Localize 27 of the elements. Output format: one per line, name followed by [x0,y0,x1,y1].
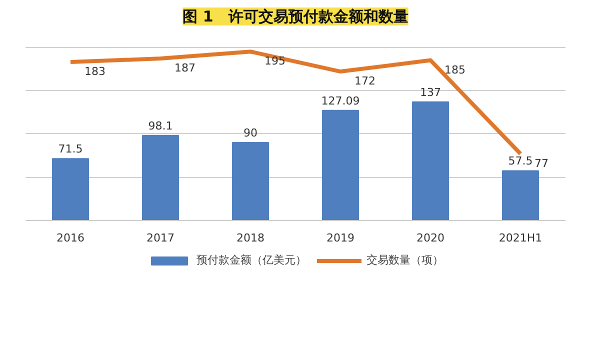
bar [412,101,449,220]
bar [322,110,359,220]
data-label: 187 [174,62,196,75]
legend-label: 交易数量（项） [366,252,444,268]
data-label: 90 [244,126,258,140]
data-label: 195 [264,54,286,68]
x-tick-label: 2018 [236,232,265,244]
data-label: 98.1 [148,120,173,133]
x-tick-label: 2017 [146,232,175,244]
data-label: 183 [84,65,106,78]
bar [52,158,89,220]
x-tick-label: 2019 [326,232,355,244]
bar [502,170,539,220]
data-label: 185 [444,63,466,76]
bar [142,135,179,220]
data-label: 137 [420,86,441,99]
data-label: 77 [534,156,548,170]
data-label: 57.5 [508,154,533,168]
x-tick-label: 2016 [56,232,85,244]
x-tick-label: 2021H1 [498,232,542,244]
x-tick-label: 2020 [416,232,445,244]
data-label: 127.09 [321,94,360,108]
data-label: 71.5 [58,142,83,156]
bar [232,142,269,220]
legend-label: 预付款金额（亿美元） [196,252,306,268]
data-label: 172 [354,74,376,88]
chart-title: 图 1 许可交易预付款金额和数量 [182,8,408,26]
